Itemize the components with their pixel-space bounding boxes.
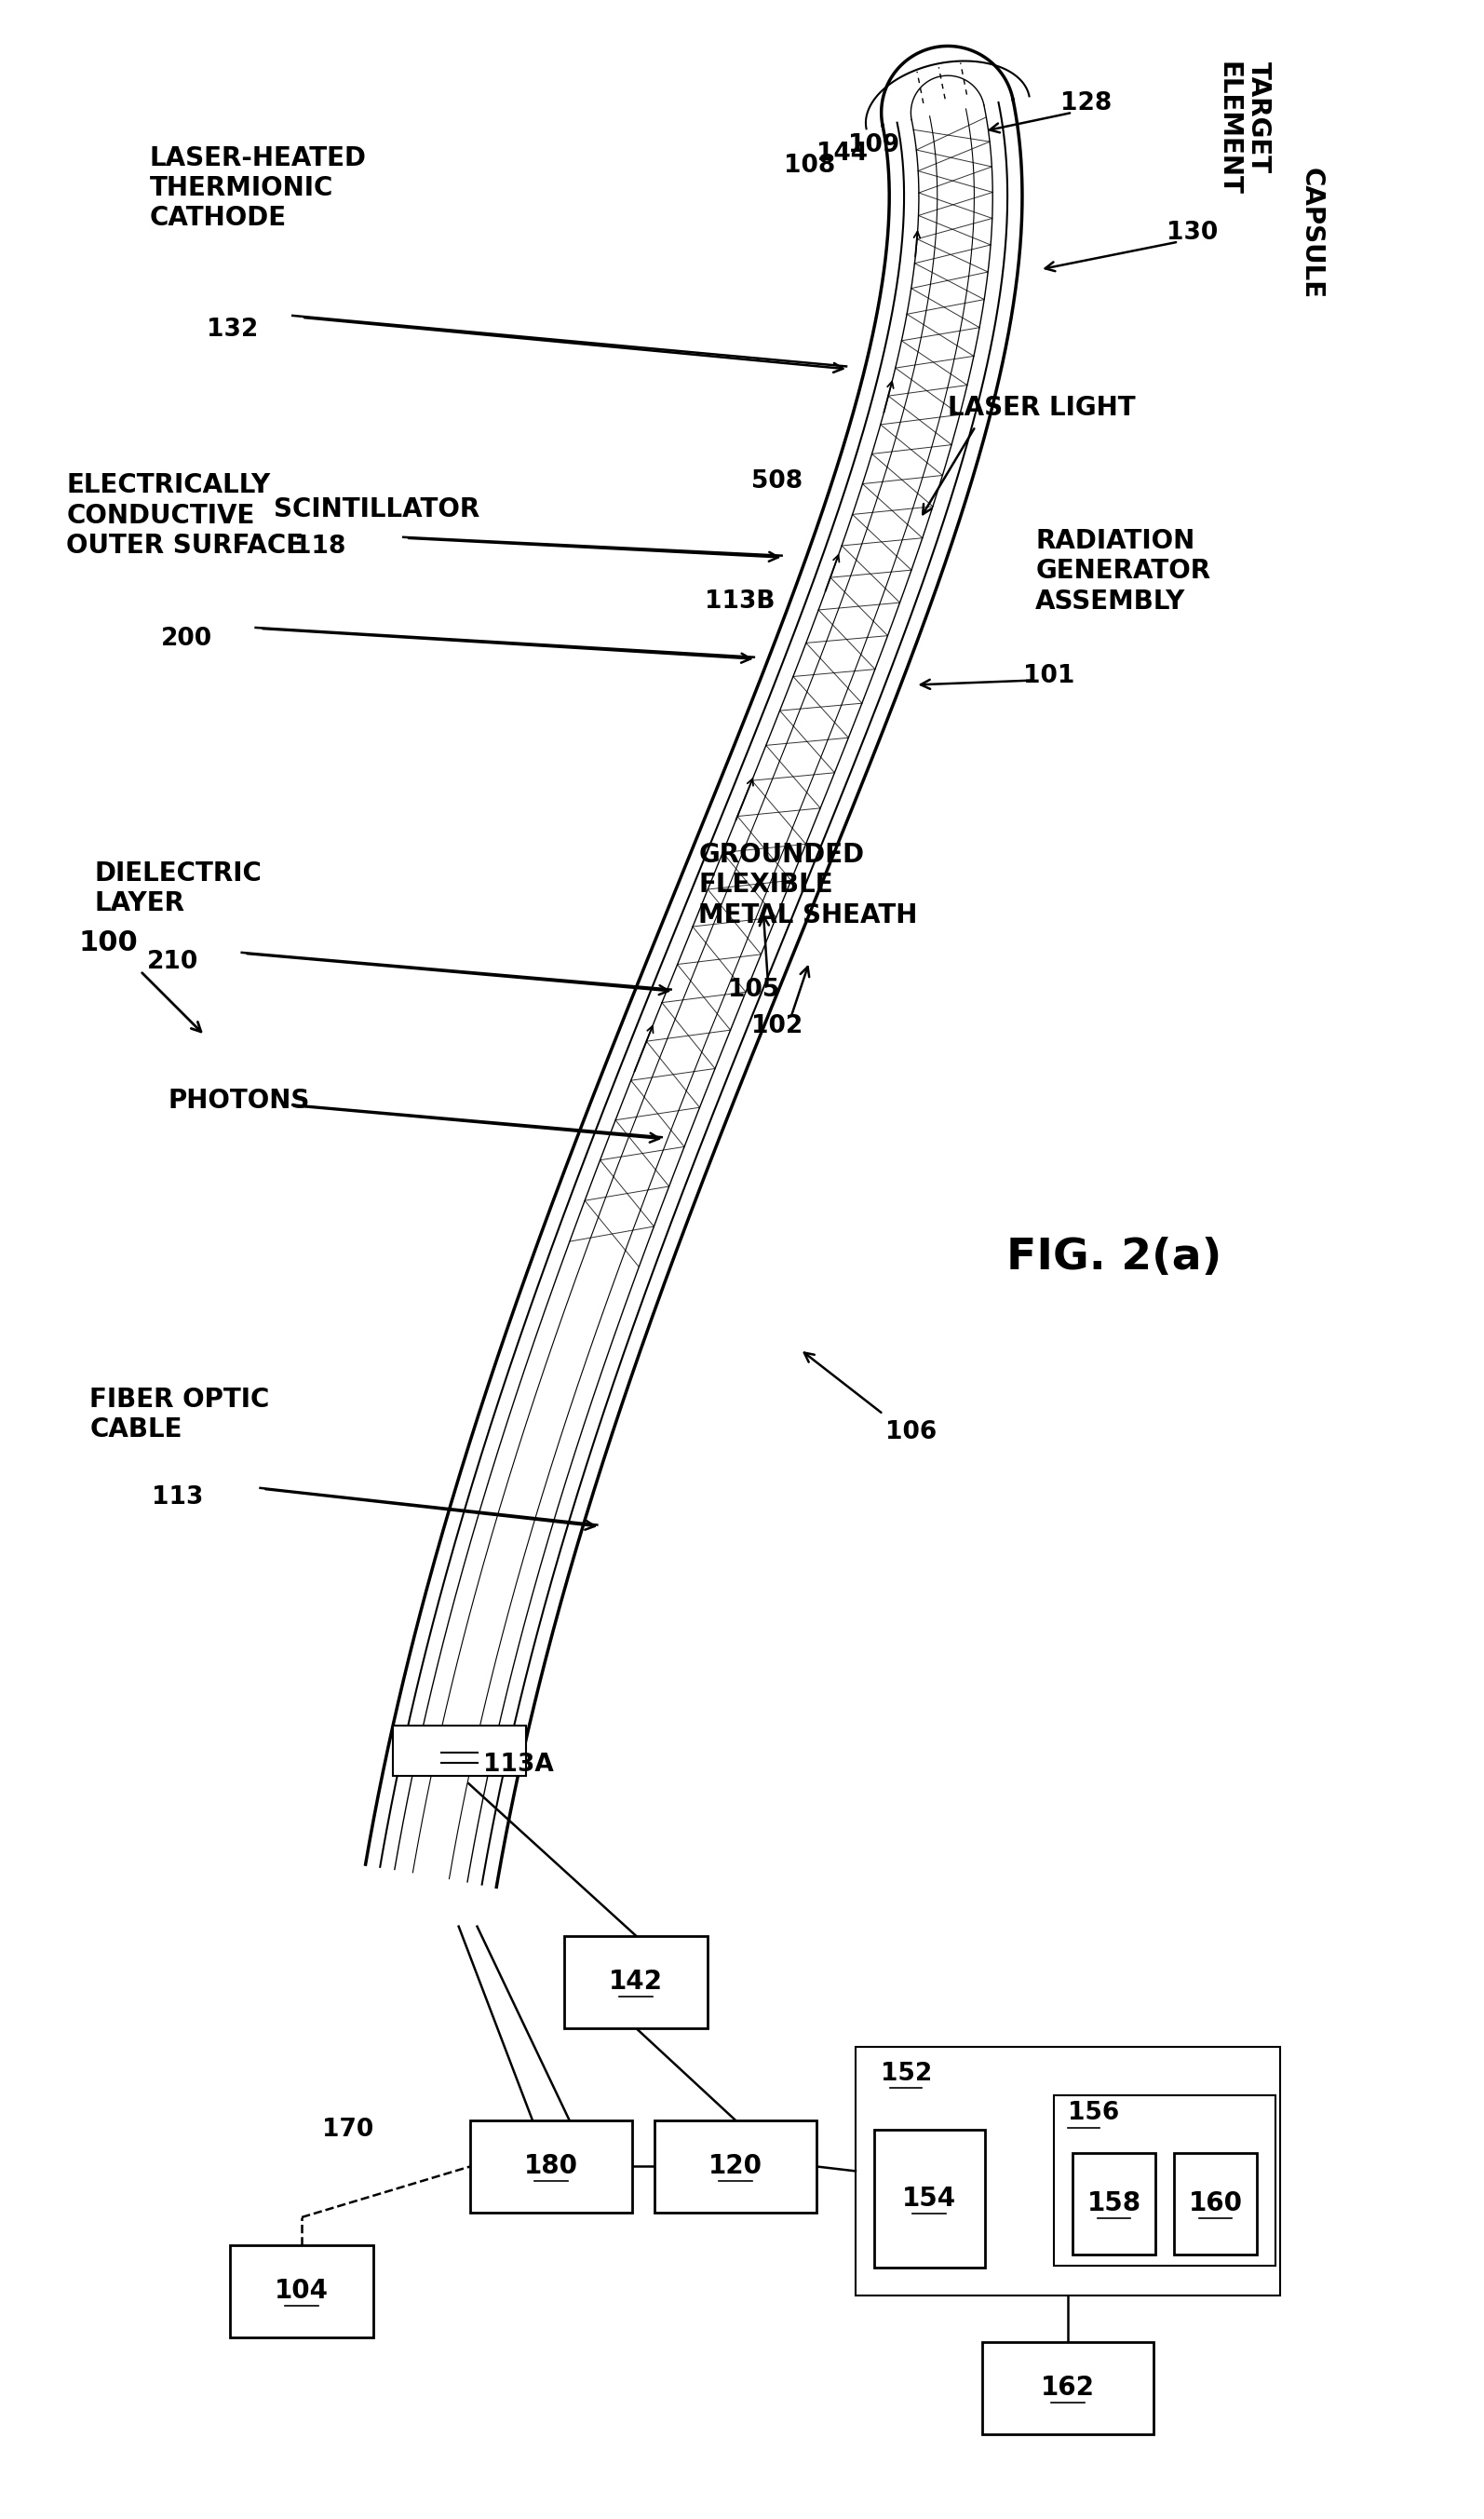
Bar xyxy=(564,1935,708,2028)
Text: 108: 108 xyxy=(784,154,835,179)
Text: 118: 118 xyxy=(294,534,346,559)
Text: LASER-HEATED
THERMIONIC
CATHODE: LASER-HEATED THERMIONIC CATHODE xyxy=(150,144,367,232)
Polygon shape xyxy=(365,101,1022,1887)
Text: 105: 105 xyxy=(729,977,779,1003)
Text: 130: 130 xyxy=(1166,222,1218,244)
Text: 102: 102 xyxy=(751,1015,803,1038)
Text: 132: 132 xyxy=(206,317,258,343)
Text: 128: 128 xyxy=(1061,91,1112,116)
Text: 152: 152 xyxy=(880,2063,932,2086)
Text: LASER LIGHT: LASER LIGHT xyxy=(948,395,1135,421)
Text: 101: 101 xyxy=(1024,662,1074,688)
Text: 200: 200 xyxy=(160,627,212,650)
Text: SCINTILLATOR: SCINTILLATOR xyxy=(275,496,481,521)
Text: 120: 120 xyxy=(708,2154,763,2179)
Bar xyxy=(393,1726,525,1776)
Text: 106: 106 xyxy=(884,1421,936,1446)
Text: PHOTONS: PHOTONS xyxy=(168,1088,310,1113)
Text: GROUNDED
FLEXIBLE
METAL SHEATH: GROUNDED FLEXIBLE METAL SHEATH xyxy=(699,841,917,927)
Text: 180: 180 xyxy=(524,2154,577,2179)
Bar xyxy=(874,2129,985,2267)
Bar xyxy=(470,2121,632,2212)
Bar xyxy=(1174,2154,1257,2255)
Text: 113A: 113A xyxy=(484,1753,554,1776)
Bar xyxy=(1073,2154,1156,2255)
Bar xyxy=(1054,2096,1275,2265)
Text: 160: 160 xyxy=(1189,2192,1242,2217)
Text: FIG. 2(a): FIG. 2(a) xyxy=(1006,1237,1221,1277)
Text: 113B: 113B xyxy=(705,589,775,615)
Bar xyxy=(855,2045,1281,2295)
Text: 162: 162 xyxy=(1040,2375,1095,2401)
Text: FIBER OPTIC
CABLE: FIBER OPTIC CABLE xyxy=(89,1385,270,1443)
Text: 100: 100 xyxy=(79,930,138,957)
Text: 154: 154 xyxy=(902,2186,956,2212)
Text: 170: 170 xyxy=(322,2118,374,2141)
Text: 158: 158 xyxy=(1086,2192,1141,2217)
Bar xyxy=(654,2121,816,2212)
Bar xyxy=(982,2343,1153,2433)
Text: CAPSULE: CAPSULE xyxy=(1298,169,1325,300)
Text: RADIATION
GENERATOR
ASSEMBLY: RADIATION GENERATOR ASSEMBLY xyxy=(1036,529,1211,615)
Text: 144: 144 xyxy=(816,141,867,166)
Text: 210: 210 xyxy=(147,950,199,975)
Text: 142: 142 xyxy=(608,1970,663,1995)
Text: ELECTRICALLY
CONDUCTIVE
OUTER SURFACE: ELECTRICALLY CONDUCTIVE OUTER SURFACE xyxy=(67,474,304,559)
Text: 109: 109 xyxy=(849,134,899,156)
Bar xyxy=(230,2244,374,2338)
Text: 104: 104 xyxy=(275,2277,329,2305)
Text: DIELECTRIC
LAYER: DIELECTRIC LAYER xyxy=(93,861,261,917)
Text: TARGET
ELEMENT: TARGET ELEMENT xyxy=(1215,63,1272,196)
Text: 156: 156 xyxy=(1068,2101,1119,2126)
Text: 113: 113 xyxy=(151,1486,203,1509)
Text: 508: 508 xyxy=(751,469,803,494)
